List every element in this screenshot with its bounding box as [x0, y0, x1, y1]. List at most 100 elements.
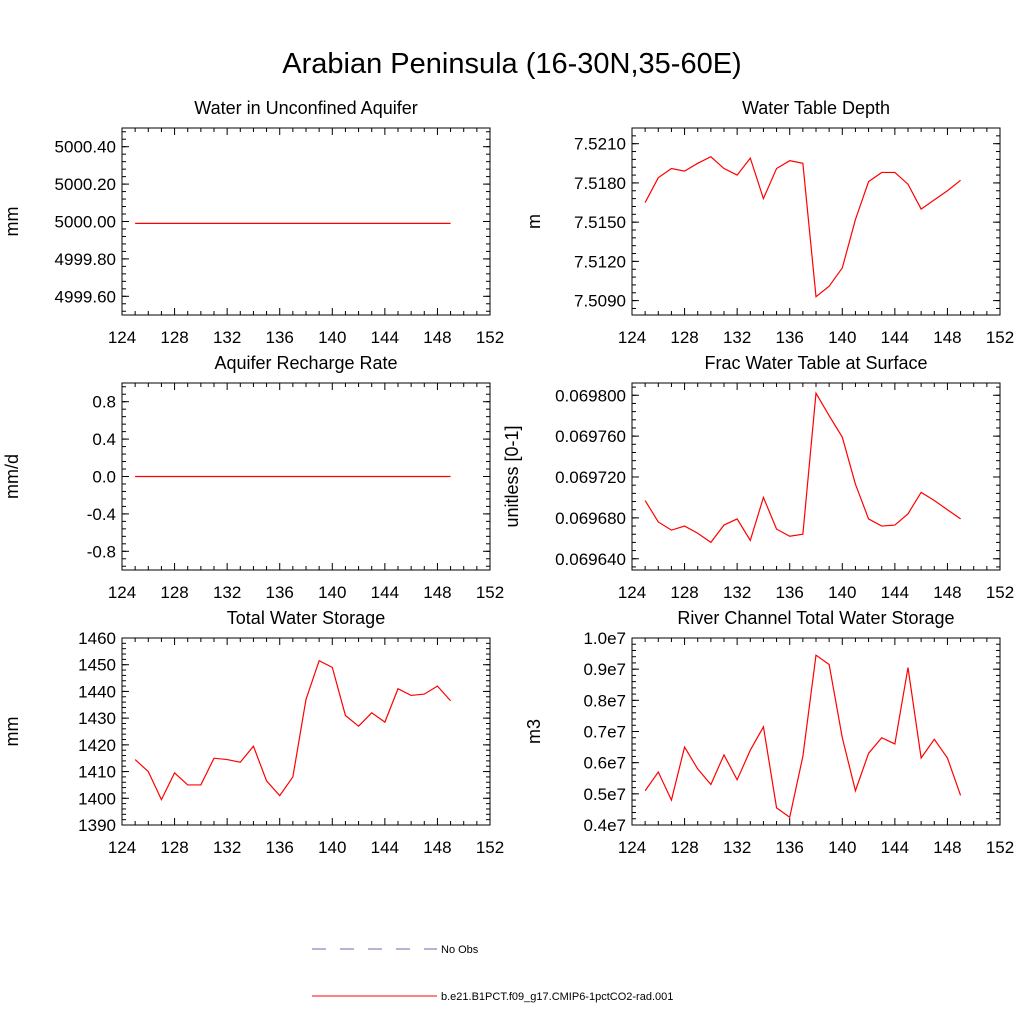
x-tick-label: 124 — [618, 583, 646, 602]
x-tick-label: 124 — [108, 838, 136, 857]
y-tick-label: 1410 — [78, 763, 116, 782]
series-line — [644, 156, 961, 298]
plot-frame — [121, 637, 491, 826]
x-tick-label: 128 — [160, 838, 188, 857]
y-tick-label: 7.5150 — [574, 213, 626, 232]
x-tick-label: 152 — [476, 838, 504, 857]
plot-frame — [631, 382, 1001, 571]
x-tick-label: 144 — [881, 838, 909, 857]
panel-title: River Channel Total Water Storage — [677, 608, 954, 628]
x-tick-label: 152 — [986, 838, 1014, 857]
legend: No Obs b.e21.B1PCT.f09_g17.CMIP6-1pctCO2… — [312, 944, 673, 1003]
x-tick-label: 132 — [723, 583, 751, 602]
y-tick-label: 7.5090 — [574, 292, 626, 311]
panel-aquifer-recharge-rate: Aquifer Recharge Rate 124 128 132 136 140 144 1… — [2, 353, 504, 602]
x-tick-label: 140 — [318, 328, 346, 347]
x-tick-label: 140 — [828, 328, 856, 347]
y-tick-label: 5000.40 — [55, 138, 116, 157]
x-tick-label: 136 — [266, 838, 294, 857]
x-tick-label: 144 — [371, 583, 399, 602]
panel-title: Total Water Storage — [227, 608, 385, 628]
y-tick-label: 0.5e7 — [583, 785, 626, 804]
panel-water-table-depth: Water Table Depth 124 128 132 136 140 144 148 15… — [524, 98, 1014, 347]
y-axis-label: mm/d — [2, 454, 22, 499]
x-tick-label: 148 — [423, 838, 451, 857]
y-tick-label: -0.8 — [87, 542, 116, 561]
x-tick-label: 136 — [776, 328, 804, 347]
y-tick-label: 0.069720 — [555, 468, 626, 487]
panel-frac-water-table-at-surface: Frac Water Table at Surface 124 128 132 136 1… — [502, 353, 1014, 602]
x-tick-label: 124 — [618, 328, 646, 347]
y-tick-label: 0.7e7 — [583, 723, 626, 742]
series-line — [644, 391, 961, 544]
y-tick-label: 5000.20 — [55, 175, 116, 194]
x-tick-label: 132 — [213, 583, 241, 602]
x-tick-label: 140 — [828, 583, 856, 602]
y-axis-label: m — [524, 214, 544, 229]
y-axis-label: mm — [2, 207, 22, 237]
x-tick-label: 136 — [776, 583, 804, 602]
x-tick-label: 144 — [371, 838, 399, 857]
series-line — [134, 659, 452, 802]
x-tick-label: 128 — [160, 583, 188, 602]
y-tick-label: 1440 — [78, 682, 116, 701]
y-tick-label: 0.8 — [92, 393, 116, 412]
panel-title: Water in Unconfined Aquifer — [194, 98, 417, 118]
plot-frame — [631, 637, 1001, 826]
y-axis-label: unitless [0-1] — [502, 425, 522, 527]
x-tick-label: 128 — [670, 838, 698, 857]
x-tick-label: 128 — [670, 583, 698, 602]
legend-model-label: b.e21.B1PCT.f09_g17.CMIP6-1pctCO2-rad.00… — [441, 991, 673, 1003]
y-tick-label: 1390 — [78, 816, 116, 835]
x-tick-label: 136 — [266, 328, 294, 347]
plot-frame — [631, 127, 1001, 316]
x-tick-label: 136 — [266, 583, 294, 602]
y-tick-label: 1400 — [78, 789, 116, 808]
x-tick-label: 140 — [828, 838, 856, 857]
x-tick-label: 148 — [933, 328, 961, 347]
x-tick-label: 132 — [213, 838, 241, 857]
y-tick-label: 7.5180 — [574, 174, 626, 193]
x-tick-label: 124 — [108, 583, 136, 602]
y-tick-label: 0.069680 — [555, 509, 626, 528]
y-tick-label: 0.069760 — [555, 427, 626, 446]
panel-total-water-storage: Total Water Storage 124 128 132 136 140 144 148… — [2, 608, 504, 857]
x-tick-label: 148 — [423, 583, 451, 602]
y-tick-label: 0.069640 — [555, 550, 626, 569]
y-tick-label: 1450 — [78, 656, 116, 675]
x-tick-label: 144 — [371, 328, 399, 347]
plot-frame — [121, 127, 491, 316]
x-tick-label: 148 — [933, 838, 961, 857]
y-tick-label: 4999.60 — [55, 287, 116, 306]
y-tick-label: -0.4 — [87, 505, 116, 524]
panel-river-channel-total-water-storage: River Channel Total Water Storage 124 128 1… — [524, 608, 1014, 857]
y-tick-label: 7.5120 — [574, 252, 626, 271]
x-tick-label: 152 — [986, 328, 1014, 347]
x-tick-label: 148 — [423, 328, 451, 347]
y-tick-label: 5000.00 — [55, 213, 116, 232]
y-tick-label: 1430 — [78, 709, 116, 728]
x-tick-label: 124 — [618, 838, 646, 857]
x-tick-label: 152 — [476, 328, 504, 347]
y-tick-label: 0.0 — [92, 468, 116, 487]
y-tick-label: 0.069800 — [555, 386, 626, 405]
x-tick-label: 128 — [160, 328, 188, 347]
y-tick-label: 0.6e7 — [583, 754, 626, 773]
x-tick-label: 132 — [213, 328, 241, 347]
y-tick-label: 1460 — [78, 629, 116, 648]
panel-title: Frac Water Table at Surface — [704, 353, 927, 373]
y-tick-label: 0.9e7 — [583, 660, 626, 679]
x-tick-label: 140 — [318, 583, 346, 602]
x-tick-label: 128 — [670, 328, 698, 347]
x-tick-label: 152 — [476, 583, 504, 602]
y-tick-label: 0.4e7 — [583, 816, 626, 835]
x-tick-label: 132 — [723, 838, 751, 857]
figure-title: Arabian Peninsula (16-30N,35-60E) — [282, 48, 742, 80]
panel-title: Aquifer Recharge Rate — [214, 353, 397, 373]
y-axis-label: m3 — [524, 719, 544, 744]
x-tick-label: 144 — [881, 328, 909, 347]
panel-title: Water Table Depth — [742, 98, 890, 118]
y-axis-label: mm — [2, 717, 22, 747]
x-tick-label: 152 — [986, 583, 1014, 602]
